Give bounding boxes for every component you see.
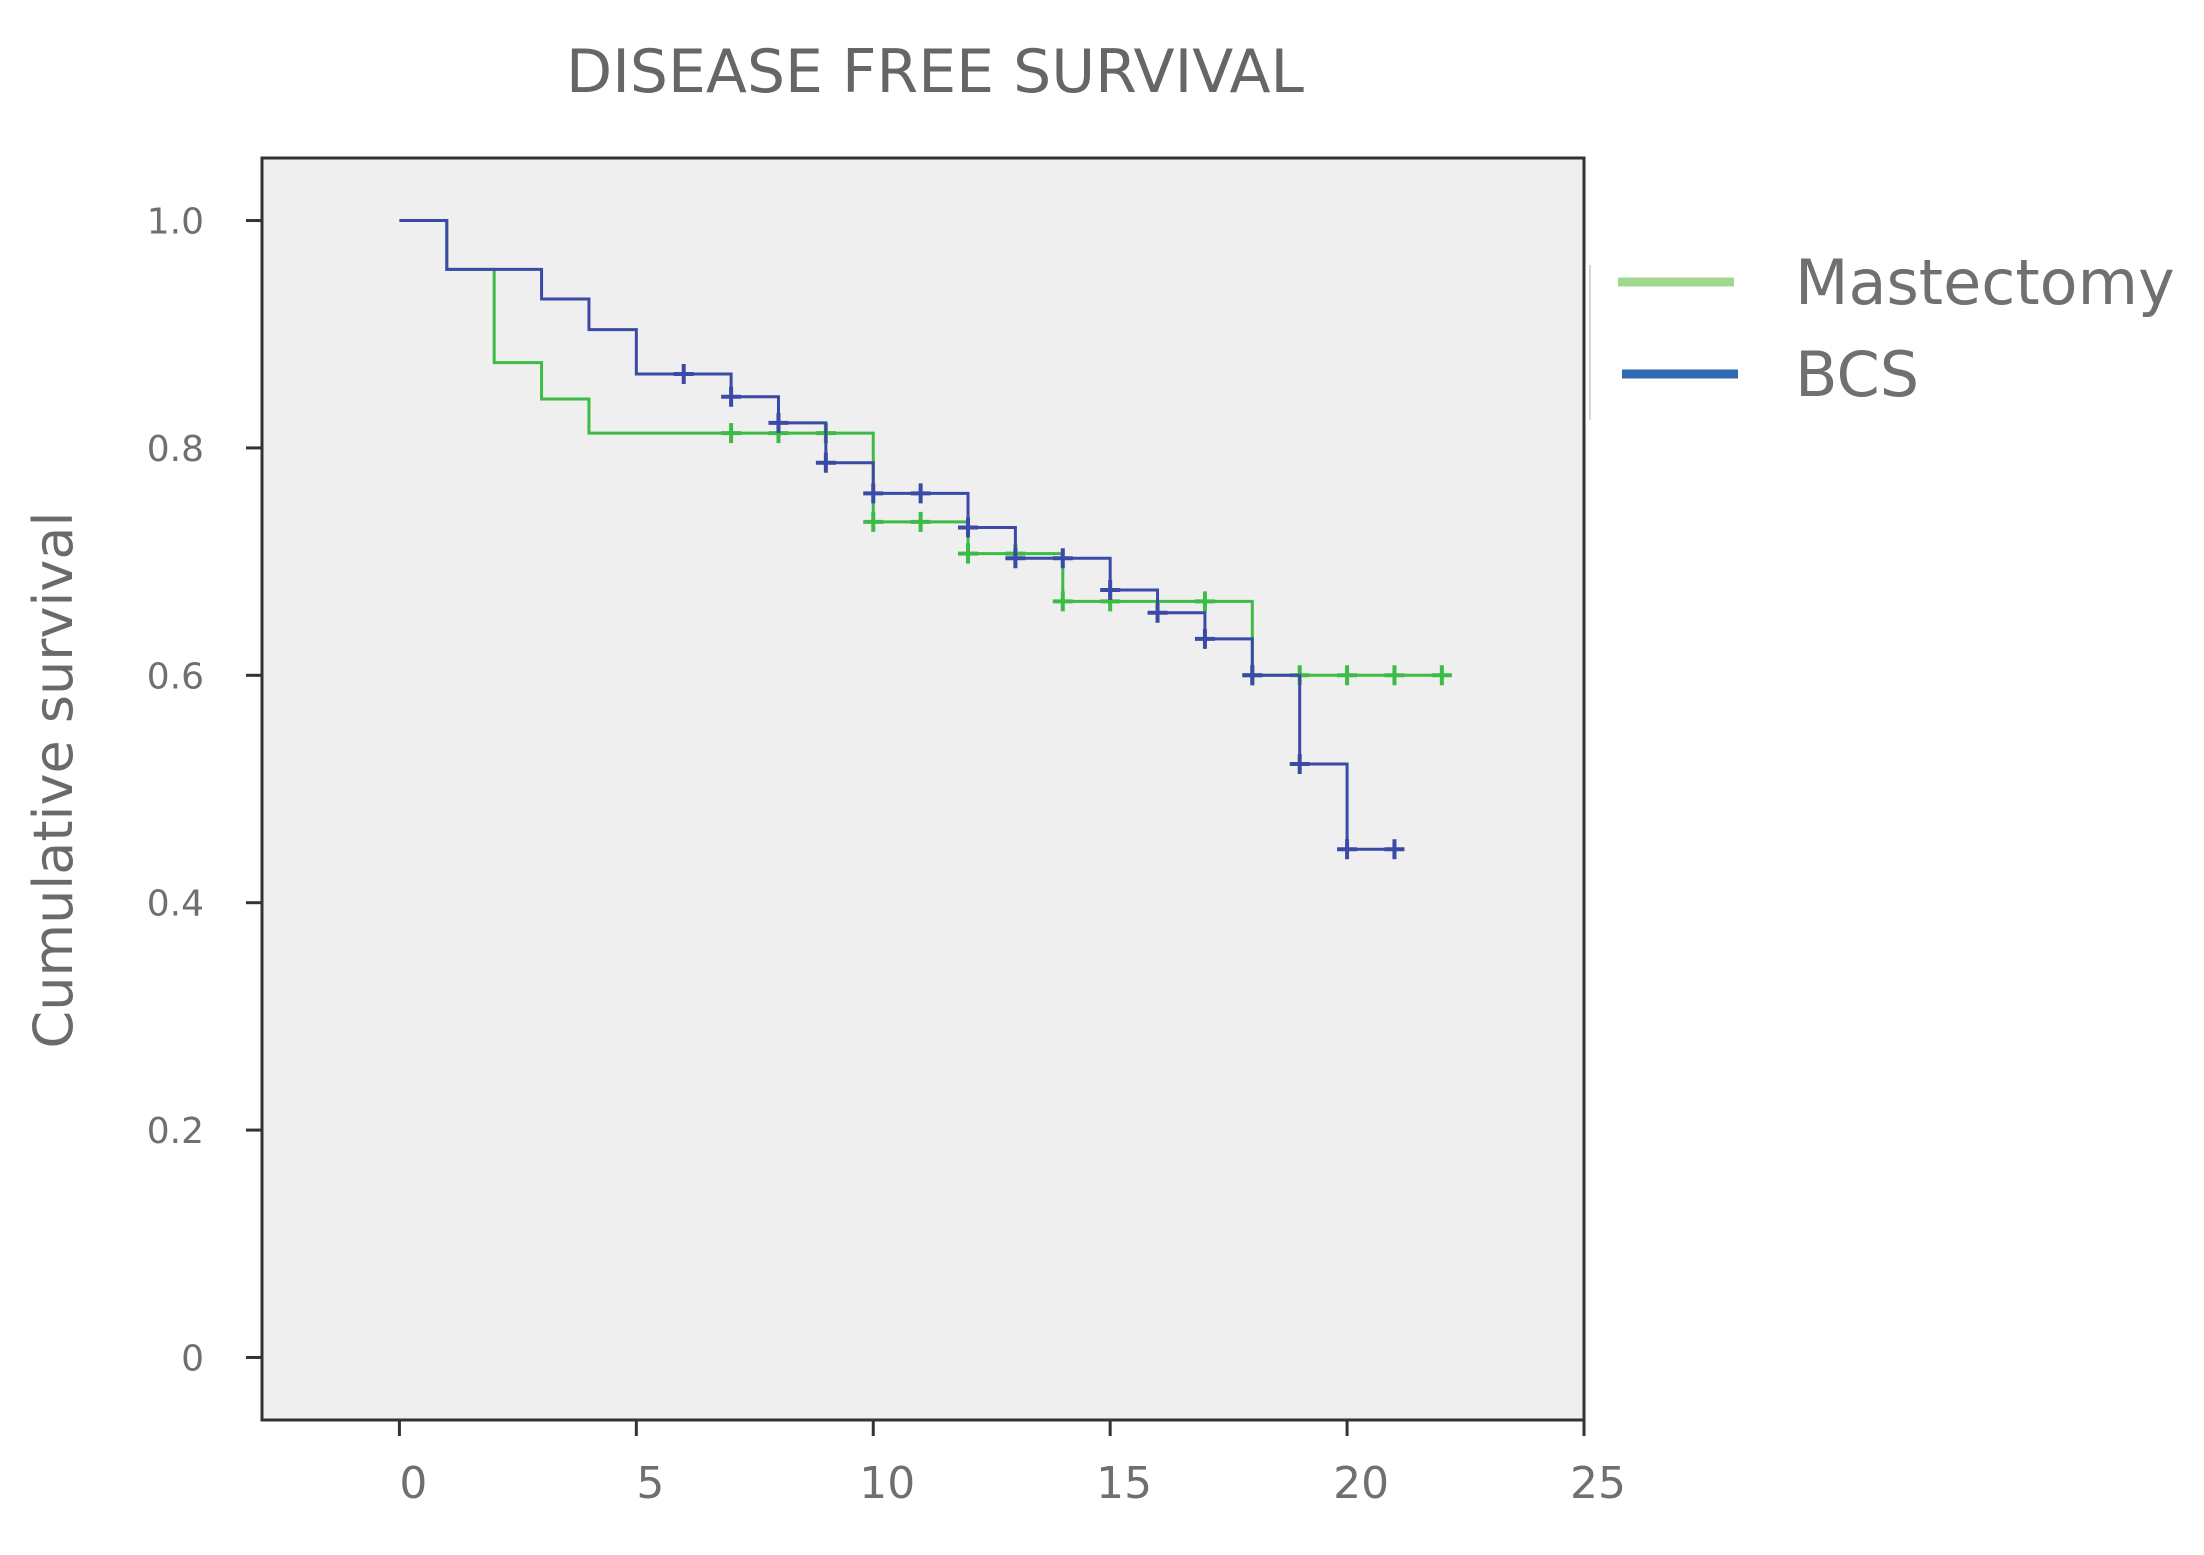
censor-mark-bcs <box>1052 548 1073 569</box>
censor-mark-bcs <box>1100 580 1121 601</box>
y-tick-label: 0.2 <box>147 1111 204 1152</box>
legend: Mastectomy BCS <box>1589 246 2175 420</box>
censor-mark-bcs <box>1242 665 1263 686</box>
y-tick-label: 0.4 <box>147 884 204 925</box>
censor-mark-bcs <box>1005 548 1026 569</box>
censor-mark-bcs <box>1337 839 1358 860</box>
y-tick-label: 0 <box>181 1338 204 1379</box>
censor-mark-bcs <box>863 483 884 504</box>
censor-mark-mastectomy <box>1337 665 1358 686</box>
censor-mark-bcs <box>815 452 836 473</box>
censor-mark-mastectomy <box>910 511 931 532</box>
x-tick-label: 25 <box>1570 1458 1626 1509</box>
y-tick-label: 0.8 <box>147 429 204 470</box>
censor-mark-bcs <box>1147 602 1168 623</box>
y-tick-label: 0.6 <box>147 656 204 697</box>
x-tick-label: 10 <box>859 1458 915 1509</box>
censor-mark-bcs <box>1194 628 1215 649</box>
x-tick-label: 5 <box>636 1458 664 1509</box>
y-axis-label: Cumulative survival <box>22 512 85 1049</box>
y-tick-label: 1.0 <box>147 202 204 243</box>
censor-mark-bcs <box>1289 753 1310 774</box>
censor-mark-bcs <box>958 517 979 538</box>
censor-mark-bcs <box>768 412 789 433</box>
chart-title: DISEASE FREE SURVIVAL <box>566 37 1305 107</box>
censor-mark-mastectomy <box>958 543 979 564</box>
x-tick-label: 20 <box>1333 1458 1389 1509</box>
x-tick-label: 0 <box>399 1458 427 1509</box>
legend-label-mastectomy: Mastectomy <box>1795 246 2175 319</box>
series-layer <box>399 219 1452 860</box>
censor-mark-mastectomy <box>863 511 884 532</box>
y-axis: 0 0.2 0.4 0.6 0.8 1.0 <box>147 202 262 1379</box>
censor-mark-mastectomy <box>1384 665 1405 686</box>
censor-mark-mastectomy <box>1194 591 1215 612</box>
plot-area <box>260 156 1586 1422</box>
censor-mark-bcs <box>673 364 694 385</box>
censor-mark-bcs <box>1384 839 1405 860</box>
legend-label-bcs: BCS <box>1795 338 1919 411</box>
censor-mark-mastectomy <box>721 423 742 444</box>
censor-mark-mastectomy <box>1052 591 1073 612</box>
x-tick-label: 15 <box>1096 1458 1152 1509</box>
x-axis: 0 5 10 15 20 25 <box>397 1420 1626 1509</box>
censor-mark-bcs <box>910 483 931 504</box>
censor-mark-mastectomy <box>1431 665 1452 686</box>
censor-mark-bcs <box>721 386 742 407</box>
